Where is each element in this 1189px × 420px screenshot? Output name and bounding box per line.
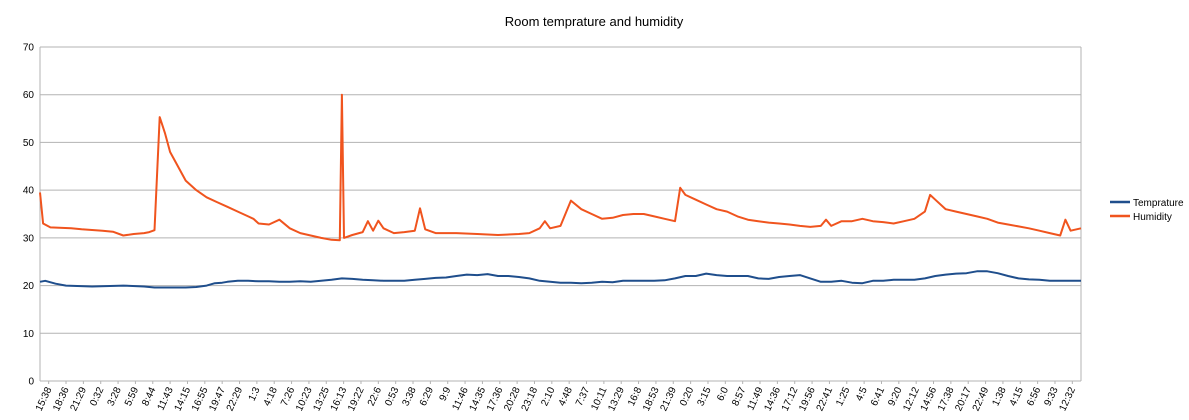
x-tick-label: 4:18 [262,385,280,408]
x-tick-label: 6:29 [418,385,436,408]
y-tick-label: 0 [28,377,34,388]
x-tick-label: 16:8 [626,385,644,408]
series-line-temprature [39,270,1081,289]
x-tick-label: 8:44 [140,385,158,408]
x-tick-label: 3:28 [106,385,124,408]
legend: Temprature Humidity [1110,198,1184,223]
x-tick-label: 1:3 [247,385,263,403]
x-tick-label: 0:53 [383,385,401,408]
x-tick-label: 12:32 [1057,385,1078,413]
x-tick-label: 19:22 [346,385,367,413]
x-tick-label: 5:59 [123,385,141,408]
x-tick-label: 22:6 [366,385,384,408]
x-tick-label: 3:15 [695,385,713,408]
legend-label-humidity: Humidity [1133,212,1172,223]
x-tick-label: 22:29 [225,385,246,413]
x-tick-label: 3:38 [401,385,419,408]
x-tick-label: 7:26 [279,385,297,408]
x-tick-label: 8:57 [730,385,748,408]
y-tick-label: 60 [23,90,35,101]
chart-title: Room temprature and humidity [505,14,684,29]
x-tick-label: 21:39 [658,385,679,413]
x-tick-label: 9:9 [438,385,454,403]
x-tick-label: 13:29 [606,385,627,413]
x-tick-label: 2:10 [539,385,557,408]
y-tick-label: 10 [23,329,35,340]
x-tick-label: 4:48 [557,385,575,408]
x-tick-label: 23:18 [520,385,541,413]
y-tick-label: 30 [23,233,35,244]
y-tick-label: 50 [23,138,35,149]
x-tick-label: 1:38 [990,385,1008,408]
axes [39,47,1082,381]
y-tick-label: 40 [23,186,35,197]
x-tick-label: 6:41 [869,385,887,408]
gridlines [40,46,1081,382]
x-tick-label: 4:5 [854,385,870,403]
y-tick-label: 70 [23,43,35,54]
x-tick-label: 9:33 [1042,385,1060,408]
series-lines [39,93,1082,289]
x-tick-label: 0:20 [678,385,696,408]
legend-label-temprature: Temprature [1133,198,1184,209]
series-line-humidity [39,93,1082,242]
y-axis-ticks: 0 10 20 30 40 50 60 70 [23,43,35,388]
y-tick-label: 20 [23,281,35,292]
x-tick-label: 6:0 [715,385,731,403]
x-tick-label: 21:29 [69,385,90,413]
x-tick-label: 7:37 [574,385,592,408]
x-tick-label: 0:32 [88,385,106,408]
x-tick-label: 1:25 [834,385,852,408]
x-tick-label: 4:15 [1008,385,1026,408]
x-tick-label: 22:41 [815,385,836,413]
x-tick-label: 6:56 [1025,385,1043,408]
x-tick-label: 22:49 [971,385,992,413]
x-tick-label: 9:20 [886,385,904,408]
